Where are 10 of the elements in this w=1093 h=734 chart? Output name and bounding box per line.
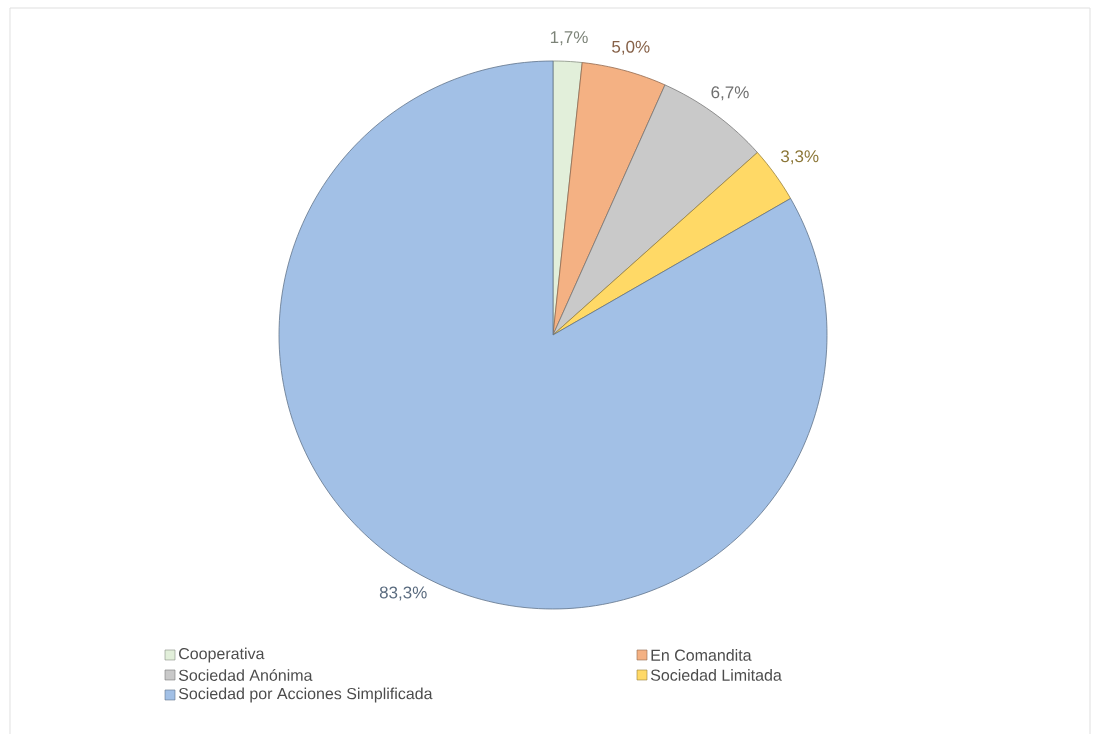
legend-label: Sociedad Limitada [650,669,782,681]
data-label: 1,7% [550,31,588,46]
data-label: 83,3% [379,586,427,601]
data-label: 5,0% [612,40,650,55]
legend-label: Sociedad por Acciones Simplificada [178,687,433,703]
data-label: 3,3% [780,150,819,165]
data-label: 6,7% [711,86,749,101]
legend-label: Cooperativa [179,647,265,663]
legend-label: Sociedad Anónima [178,669,313,681]
legend-label: En Comandita [651,649,752,661]
